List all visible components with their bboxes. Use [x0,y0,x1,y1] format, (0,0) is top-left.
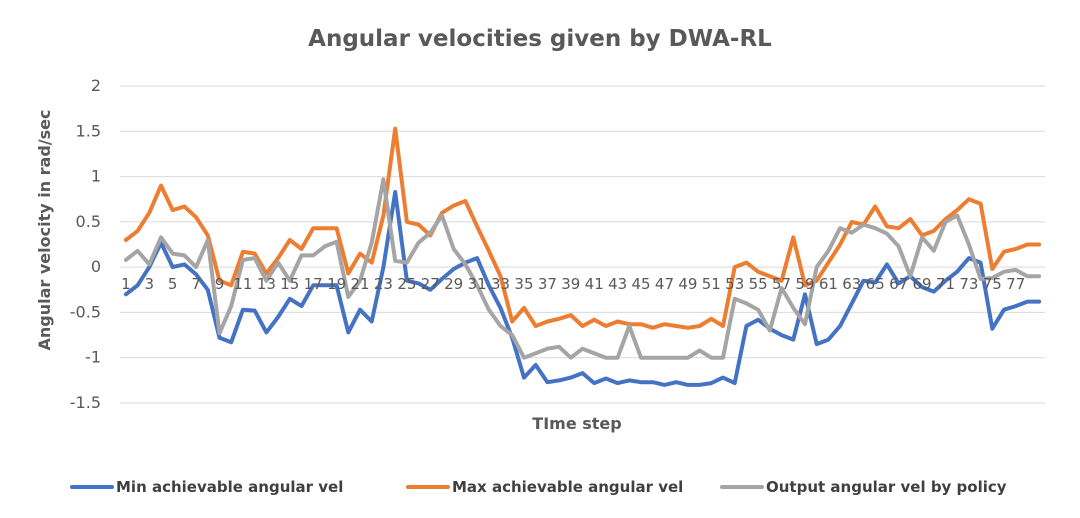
y-tick-label: 1 [91,167,101,186]
series-lines [123,126,1042,387]
x-tick-label: 77 [1006,275,1025,293]
x-tick-label: 61 [819,275,838,293]
x-axis-ticks: 1 3 5 7 9 11 13 15 17 19 21 23 25 27 29 31 33 35 37 39 41 43 4… [121,275,1025,293]
x-tick-label: 37 [538,275,557,293]
y-tick-label: -1.5 [70,393,101,412]
x-tick-label: 65 [866,275,885,293]
y-tick-label: -0.5 [70,302,101,321]
x-tick-label: 25 [397,275,416,293]
x-tick-label: 71 [936,275,955,293]
x-tick-label: 49 [678,275,697,293]
series-line-1 [123,190,1042,387]
x-tick-label: 73 [959,275,978,293]
y-axis-title: Angular velocity in rad/sec [35,109,54,350]
chart-title: Angular velocities given by DWA-RL [308,26,772,52]
y-tick-label: 0.5 [76,212,101,231]
x-tick-label: 11 [233,275,252,293]
y-tick-label: 1.5 [76,121,101,140]
x-tick-label: 69 [913,275,932,293]
x-tick-label: 47 [655,275,674,293]
x-tick-label: 53 [725,275,744,293]
x-tick-label: 59 [795,275,814,293]
x-tick-label: 17 [304,275,323,293]
x-tick-label: 75 [983,275,1002,293]
y-tick-label: 2 [91,76,101,95]
x-tick-label: 27 [421,275,440,293]
y-axis-ticks: 2 1.5 1 0.5 0 -0.5 -1 -1.5 [70,76,101,412]
legend-label: Output angular vel by policy [766,478,1007,496]
x-tick-label: 45 [631,275,650,293]
x-tick-label: 63 [842,275,861,293]
x-tick-label: 15 [280,275,299,293]
legend: Min achievable angular vel Max achievable… [70,478,1007,496]
y-tick-label: 0 [91,257,101,276]
x-axis-title: TIme step [532,414,621,433]
series-line-3 [123,177,1042,360]
x-tick-label: 67 [889,275,908,293]
series-line-2 [123,126,1042,330]
x-tick-label: 23 [374,275,393,293]
x-tick-label: 41 [585,275,604,293]
x-tick-label: 39 [561,275,580,293]
legend-label: Min achievable angular vel [116,478,343,496]
x-tick-label: 9 [215,275,225,293]
legend-label: Max achievable angular vel [452,478,683,496]
x-tick-label: 29 [444,275,463,293]
x-tick-label: 33 [491,275,510,293]
x-tick-label: 51 [702,275,721,293]
gridlines [120,85,1045,404]
x-tick-label: 7 [191,275,201,293]
x-tick-label: 5 [168,275,178,293]
x-tick-label: 19 [327,275,346,293]
x-tick-label: 43 [608,275,627,293]
x-tick-label: 13 [257,275,276,293]
x-tick-label: 55 [749,275,768,293]
x-tick-label: 1 [121,275,131,293]
x-tick-label: 57 [772,275,791,293]
y-tick-label: -1 [85,348,101,367]
x-tick-label: 31 [468,275,487,293]
x-tick-label: 35 [514,275,533,293]
x-tick-label: 3 [144,275,154,293]
x-tick-label: 21 [350,275,369,293]
